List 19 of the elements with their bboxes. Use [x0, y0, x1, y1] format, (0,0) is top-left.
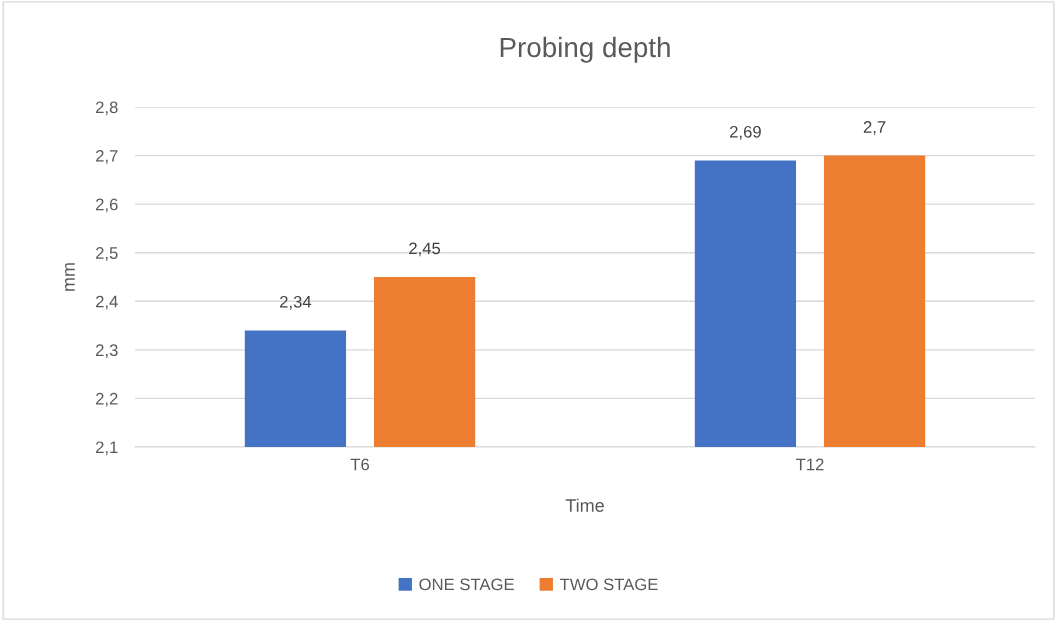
x-axis-title: Time [565, 498, 604, 512]
y-tick-label: 2,2 [96, 392, 118, 407]
y-tick-label: 2,5 [96, 247, 118, 261]
y-tick-label: 2,7 [96, 149, 118, 164]
chart-title: Probing depth [500, 36, 670, 63]
legend-label: TWO STAGE [560, 578, 658, 591]
x-tick-label: T12 [796, 458, 824, 471]
y-tick-label: 2,8 [96, 101, 118, 116]
x-tick-label: T6 [350, 458, 369, 471]
y-tick-label: 2,1 [96, 441, 118, 456]
data-label: 2,45 [409, 242, 441, 257]
y-tick-label: 2,3 [96, 344, 118, 359]
y-tick-label: 2,4 [96, 295, 118, 310]
data-label: 2,69 [730, 125, 761, 140]
y-axis-title: mm [65, 263, 75, 291]
legend-label: ONE STAGE [419, 578, 514, 591]
data-label: 2,7 [863, 121, 886, 135]
data-label: 2,34 [280, 295, 312, 310]
y-tick-label: 2,6 [96, 198, 118, 213]
